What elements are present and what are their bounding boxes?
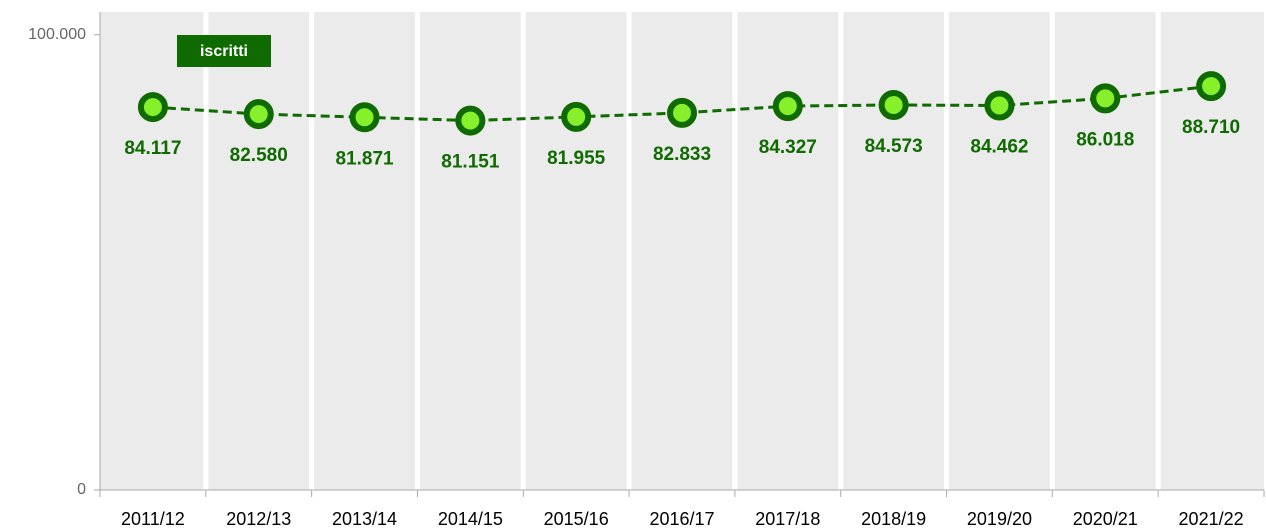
data-point (667, 97, 697, 128)
data-point (561, 101, 592, 132)
x-tick-label: 2016/17 (649, 509, 714, 529)
x-tick-label: 2017/18 (755, 509, 820, 529)
x-tick-label: 2019/20 (967, 509, 1032, 529)
x-tick-label: 2012/13 (226, 509, 291, 529)
data-label: 86.018 (1076, 129, 1134, 150)
x-tick-label: 2020/21 (1073, 509, 1138, 529)
y-tick-label: 0 (77, 481, 86, 498)
data-point (984, 90, 1015, 121)
data-label: 81.151 (441, 152, 500, 173)
x-tick-label: 2021/22 (1179, 509, 1244, 529)
data-label: 88.710 (1182, 117, 1240, 138)
x-tick-label: 2018/19 (861, 509, 926, 529)
x-tick-label: 2013/14 (332, 509, 397, 529)
legend-label: iscritti (200, 43, 248, 60)
series-line (152, 84, 1212, 123)
data-label: 81.871 (335, 148, 394, 169)
data-point (455, 105, 486, 136)
data-point (1196, 71, 1227, 102)
data-label: 84.327 (759, 137, 817, 158)
legend-box (177, 35, 271, 67)
data-point (772, 91, 803, 122)
data-label: 84.573 (865, 136, 923, 157)
data-label: 84.117 (124, 138, 181, 159)
data-label: 81.955 (547, 148, 606, 169)
x-tick-label: 2014/15 (438, 509, 503, 529)
data-point (137, 92, 168, 123)
data-label: 84.462 (970, 137, 1028, 158)
plot-area (100, 12, 1264, 490)
data-point (1090, 83, 1121, 114)
data-point (243, 99, 274, 130)
x-tick-label: 2011/12 (121, 509, 185, 529)
data-point (878, 89, 909, 120)
data-label: 82.833 (653, 144, 711, 165)
y-tick-label: 100.000 (28, 26, 86, 43)
data-label: 82.580 (230, 145, 288, 166)
data-point (349, 102, 380, 133)
x-tick-label: 2015/16 (544, 509, 609, 529)
